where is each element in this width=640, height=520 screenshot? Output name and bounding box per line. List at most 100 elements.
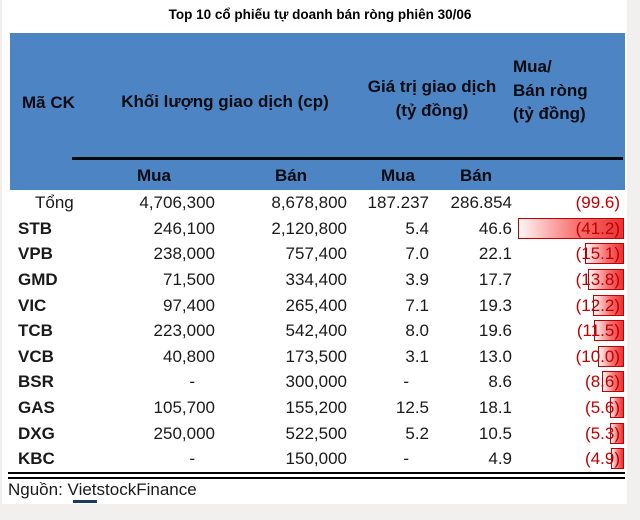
buy-value-cell: 8.0 [405, 321, 429, 341]
net-cell: (11.5) [512, 318, 625, 344]
source-credit: Nguồn: VietstockFinance [8, 480, 197, 499]
sell-volume-cell: 8,678,800 [271, 193, 347, 212]
table-title: Top 10 cổ phiếu tự doanh bán ròng phiên … [168, 7, 472, 22]
subheader-buy-value: Mua [381, 166, 415, 185]
buy-value-cell: 187.237 [367, 193, 429, 212]
sell-volume-cell: 173,500 [285, 346, 347, 366]
table-row: GAS 105,700 155,200 12.5 18.1 (5.6) [10, 395, 625, 421]
table-row: KBC - 150,000 - 4.9 (4.9) [10, 446, 625, 472]
net-value: (12.2) [575, 295, 620, 315]
sell-value-cell: 22.1 [478, 244, 512, 264]
ticker-cell: GMD [18, 269, 58, 289]
buy-value-cell: 5.2 [405, 423, 429, 443]
net-sell-data-bar [602, 371, 624, 393]
ticker-cell: BSR [18, 372, 54, 392]
table-bottom-double-border [8, 472, 625, 479]
net-cell: (8.6) [512, 369, 625, 395]
buy-value-cell: - [403, 372, 409, 392]
column-header-net: Mua/ Bán ròng (tỷ đồng) [513, 57, 588, 124]
buy-volume-cell: 4,706,300 [139, 193, 215, 212]
net-cell: (12.2) [512, 293, 625, 319]
net-sell-data-bar [585, 243, 624, 265]
buy-volume-cell: 250,000 [153, 423, 215, 443]
net-value: (4.9) [585, 449, 620, 469]
table-row: VPB 238,000 757,400 7.0 22.1 (15.1) [10, 241, 625, 267]
net-value: (5.3) [585, 423, 620, 443]
ticker-cell: KBC [18, 449, 55, 469]
table-row: TCB 223,000 542,400 8.0 19.6 (11.5) [10, 318, 625, 344]
buy-volume-cell: 105,700 [153, 398, 215, 417]
net-cell: (10.0) [512, 344, 625, 370]
sell-volume-cell: 334,400 [285, 269, 347, 289]
total-label: Tổng [35, 193, 74, 212]
net-sell-data-bar [611, 448, 624, 470]
sell-value-cell: 10.5 [478, 423, 512, 443]
buy-volume-cell: 97,400 [163, 295, 215, 315]
sell-value-cell: 8.6 [488, 372, 512, 392]
net-value: (10.0) [575, 346, 620, 366]
net-sell-data-bar [598, 345, 624, 367]
net-sell-data-bar [593, 294, 624, 316]
net-cell: (41.2) [512, 216, 625, 242]
column-header-ticker: Mã CK [22, 93, 75, 112]
header-divider-line [72, 157, 623, 160]
sell-volume-cell: 2,120,800 [271, 218, 347, 238]
table-row: GMD 71,500 334,400 3.9 17.7 (13.8) [10, 267, 625, 293]
sell-value-cell: 46.6 [478, 218, 512, 238]
sell-volume-cell: 522,500 [285, 423, 347, 443]
sell-volume-cell: 542,400 [285, 321, 347, 341]
column-header-volume: Khối lượng giao dịch (cp) [121, 92, 329, 111]
ticker-cell: STB [18, 218, 52, 238]
net-value: (13.8) [575, 269, 620, 289]
ticker-cell: VIC [18, 295, 47, 315]
net-sell-data-bar [588, 268, 624, 290]
buy-volume-cell: 71,500 [163, 269, 215, 289]
ticker-cell: VPB [18, 244, 53, 264]
sell-volume-cell: 300,000 [285, 372, 347, 392]
buy-volume-cell: 238,000 [153, 244, 215, 264]
net-sell-data-bar [594, 320, 624, 342]
table-row: BSR - 300,000 - 8.6 (8.6) [10, 369, 625, 395]
screenshot-artifact [73, 500, 97, 503]
sell-value-cell: 4.9 [488, 449, 512, 469]
sell-value-cell: 19.6 [478, 321, 512, 341]
subheader-sell-value: Bán [459, 166, 493, 185]
table-row: STB 246,100 2,120,800 5.4 46.6 (41.2) [10, 216, 625, 242]
table-row: VIC 97,400 265,400 7.1 19.3 (12.2) [10, 293, 625, 319]
net-sell-data-bar [518, 217, 624, 239]
column-header-value: Giá trị giao dịch (tỷ đồng) [367, 77, 497, 120]
buy-volume-cell: - [189, 449, 195, 469]
table-header: Mã CK Khối lượng giao dịch (cp) Giá trị … [10, 33, 625, 190]
table-row: VCB 40,800 173,500 3.1 13.0 (10.0) [10, 344, 625, 370]
sell-value-cell: 17.7 [478, 269, 512, 289]
buy-volume-cell: 40,800 [163, 346, 215, 366]
sell-value-cell: 18.1 [478, 398, 512, 417]
net-value: (41.2) [575, 218, 620, 238]
net-value: (99.6) [575, 193, 620, 212]
ticker-cell: DXG [18, 423, 55, 443]
ticker-cell: GAS [18, 398, 55, 417]
net-cell: (99.6) [512, 190, 625, 216]
sell-volume-cell: 155,200 [285, 398, 347, 417]
sell-value-cell: 286.854 [450, 193, 512, 212]
sell-value-cell: 19.3 [478, 295, 512, 315]
buy-value-cell: 12.5 [395, 398, 429, 417]
net-cell: (5.3) [512, 421, 625, 447]
sell-volume-cell: 757,400 [285, 244, 347, 264]
net-value: (15.1) [575, 244, 620, 264]
sell-value-cell: 13.0 [478, 346, 512, 366]
ticker-cell: VCB [18, 346, 54, 366]
buy-value-cell: 5.4 [405, 218, 429, 238]
buy-value-cell: 7.1 [405, 295, 429, 315]
net-value: (8.6) [585, 372, 620, 392]
subheader-buy-volume: Mua [137, 166, 171, 185]
ticker-cell: TCB [18, 321, 53, 341]
net-value: (11.5) [576, 321, 620, 341]
buy-value-cell: - [403, 449, 409, 469]
buy-value-cell: 3.9 [405, 269, 429, 289]
subheader-sell-volume: Bán [274, 166, 308, 185]
net-cell: (15.1) [512, 241, 625, 267]
total-row: Tổng 4,706,300 8,678,800 187.237 286.854 (99.… [10, 190, 625, 216]
net-value: (5.6) [585, 398, 620, 417]
